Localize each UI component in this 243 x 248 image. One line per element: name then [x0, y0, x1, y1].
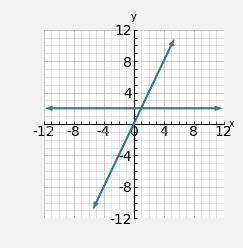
- Text: y: y: [131, 12, 137, 22]
- Text: x: x: [229, 119, 234, 129]
